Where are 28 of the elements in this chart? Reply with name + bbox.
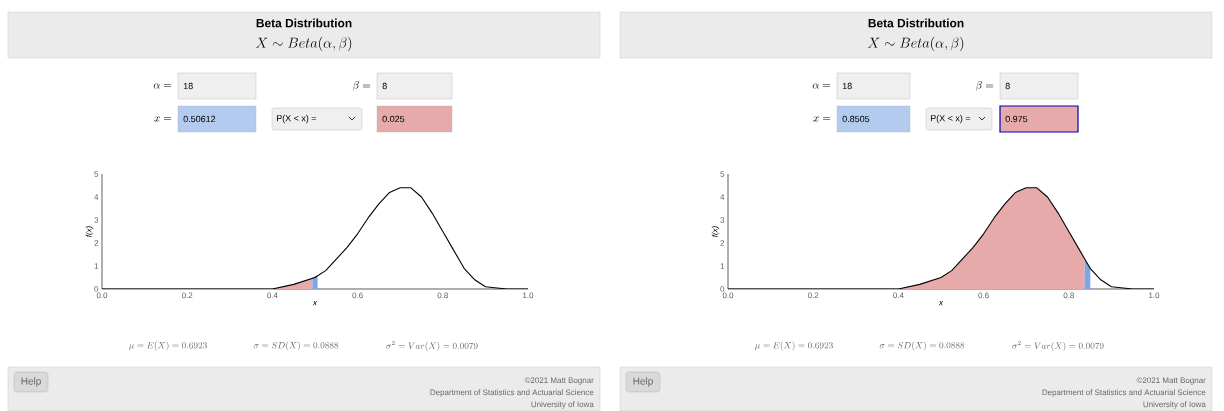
text: $\beta =$ <box>975 80 994 91</box>
text: $\sigma^2 = Var(X) = 0.0079$ <box>1012 340 1104 351</box>
text: P(X < x) = <box>930 114 971 124</box>
text: P(X < x) = <box>276 114 317 124</box>
text: $\sigma = SD(X) = 0.0888$ <box>253 341 339 351</box>
chart-title: Beta Distribution <box>256 18 352 28</box>
chart-subtitle: $X \sim Beta(\alpha,\beta)$ <box>255 36 352 52</box>
text: $\mu = E(X) = 0.6923$ <box>755 341 833 351</box>
text: 8 <box>1005 82 1010 90</box>
text: $\beta =$ <box>352 80 371 91</box>
text: 8 <box>382 82 387 90</box>
text: $\mu = E(X) = 0.6923$ <box>129 341 207 351</box>
text: $\sigma = SD(X) = 0.0888$ <box>879 341 965 351</box>
text: Help <box>633 377 653 387</box>
chart-title: Beta Distribution <box>868 18 964 28</box>
text: $\alpha =$ <box>812 83 831 89</box>
text: 18 <box>183 82 193 90</box>
text: 0.8505 <box>842 115 870 123</box>
text: $x =$ <box>154 116 172 122</box>
text: 18 <box>842 82 852 90</box>
text: $\alpha =$ <box>153 83 172 89</box>
text: 0.025 <box>382 115 405 123</box>
text: $\sigma^2 = Var(X) = 0.0079$ <box>386 340 478 351</box>
text: Help <box>21 377 41 387</box>
chart-subtitle: $X \sim Beta(\alpha,\beta)$ <box>867 36 964 52</box>
text: 0.50612 <box>183 115 216 123</box>
text: $x =$ <box>813 116 831 122</box>
text: 0.975 <box>1005 115 1028 123</box>
